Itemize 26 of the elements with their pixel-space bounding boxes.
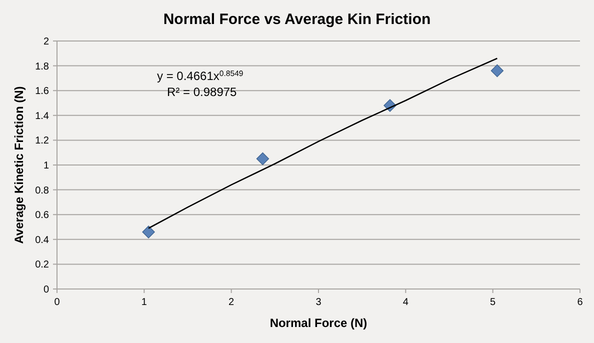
x-tick-label: 2 — [228, 297, 235, 308]
y-tick-label: 1.6 — [35, 86, 50, 98]
x-tick-label: 4 — [402, 297, 409, 308]
point — [256, 152, 270, 166]
y-tick-label: 0.4 — [35, 234, 50, 246]
y-tick-label: 0 — [43, 284, 50, 296]
point — [142, 226, 155, 238]
chart-title: Normal Force vs Average Kin Friction — [163, 11, 431, 28]
annotation: R² = 0.98975 — [167, 85, 238, 99]
x-tick-label: 0 — [54, 297, 60, 308]
y-tick-label: 1 — [43, 160, 50, 172]
x-axis-title: Normal Force (N) — [270, 316, 368, 330]
y-tick-label: 1.2 — [35, 136, 50, 147]
y-tick-label: 1.8 — [35, 61, 50, 72]
point — [490, 64, 504, 78]
y-tick-label: 0.6 — [35, 210, 50, 222]
y-axis-title: Average Kinetic Friction (N) — [12, 86, 26, 244]
y-tick-label: 0.8 — [35, 185, 50, 196]
x-tick-label: 1 — [141, 297, 148, 308]
y-tick-label: 0.2 — [35, 260, 50, 271]
x-tick-label: 3 — [316, 297, 322, 308]
x-tick-label: 5 — [490, 297, 496, 308]
x-tick-label: 6 — [577, 297, 584, 308]
y-tick-label: 1.4 — [35, 110, 50, 122]
annotation: y = 0.4661x$^{0.8549}$ — [157, 68, 244, 83]
y-tick-label: 2 — [43, 36, 50, 48]
